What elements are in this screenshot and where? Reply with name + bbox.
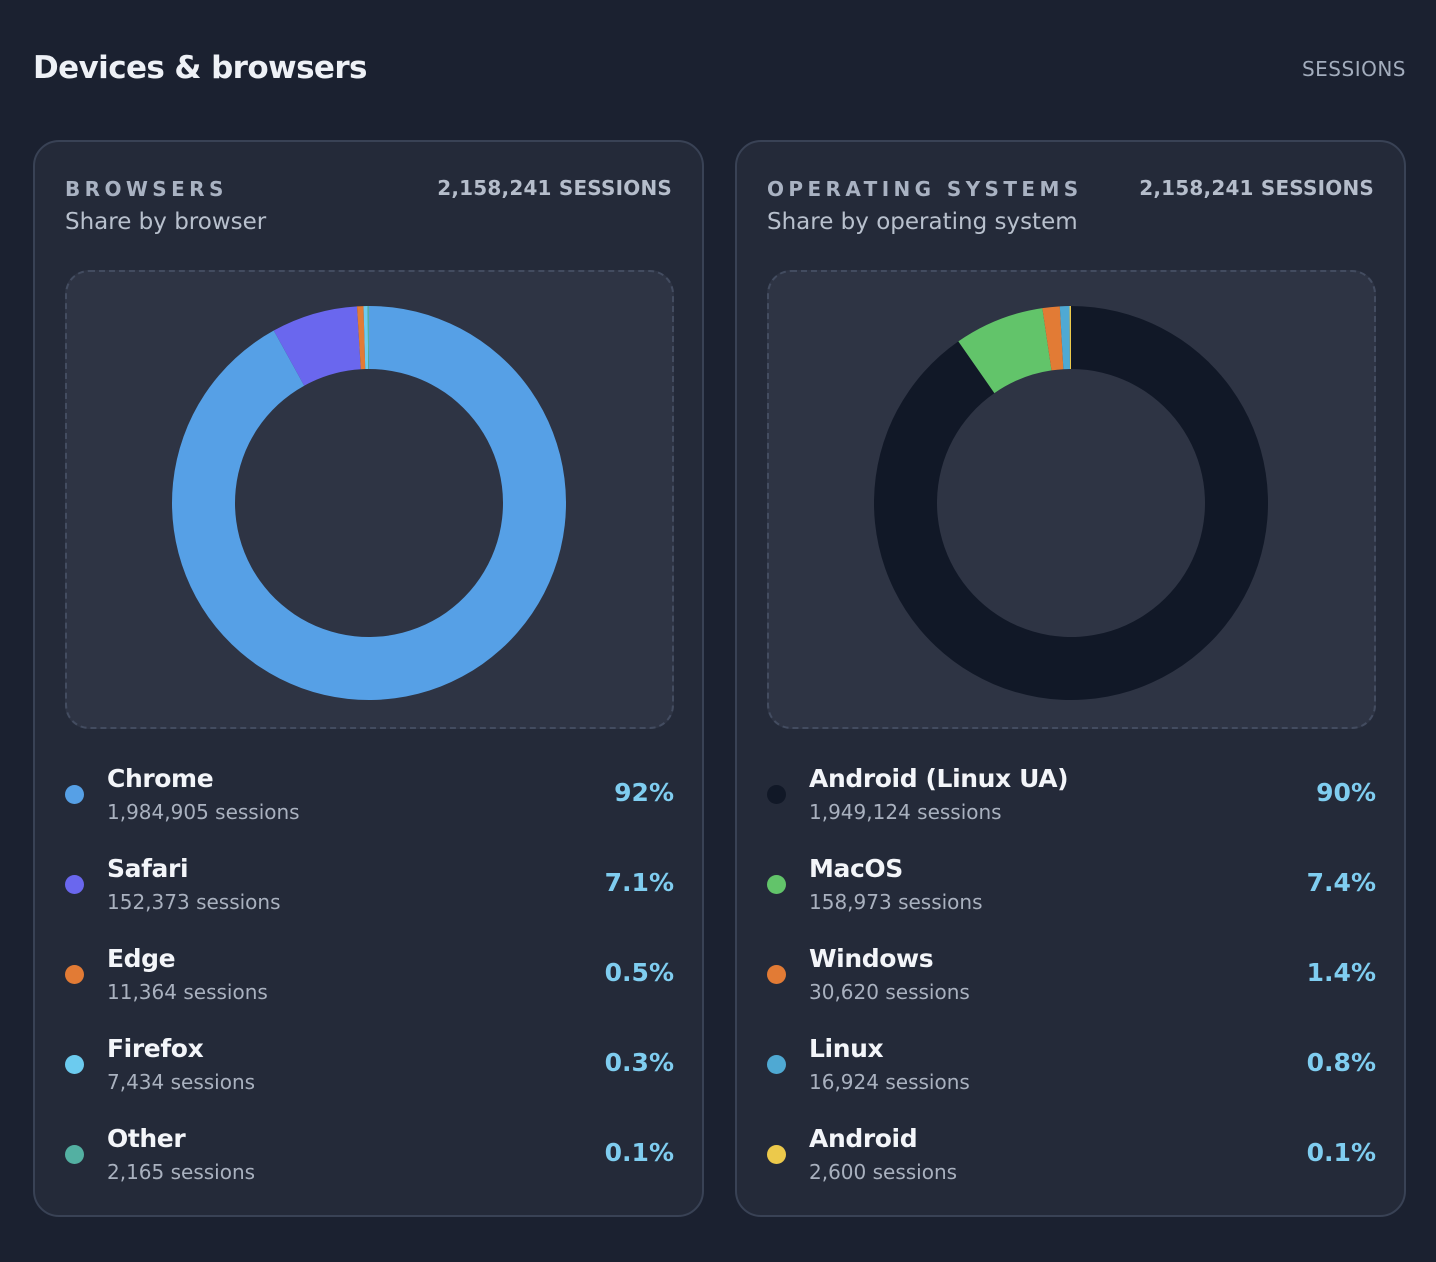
legend-percent: 0.1% xyxy=(1306,1138,1376,1167)
legend-item[interactable]: Chrome 1,984,905 sessions 92% xyxy=(65,762,674,852)
legend-sessions: 30,620 sessions xyxy=(809,980,970,1004)
legend-name: Chrome xyxy=(107,764,214,793)
legend-item[interactable]: Android 2,600 sessions 0.1% xyxy=(767,1122,1376,1212)
legend-item[interactable]: Linux 16,924 sessions 0.8% xyxy=(767,1032,1376,1122)
legend-name: Firefox xyxy=(107,1034,204,1063)
panel-label: OPERATING SYSTEMS xyxy=(767,177,1083,201)
legend-sessions: 2,600 sessions xyxy=(809,1160,958,1184)
browsers-chart-box xyxy=(65,270,674,729)
legend-sessions: 2,165 sessions xyxy=(107,1160,256,1184)
donut-slice-safari[interactable] xyxy=(273,306,361,386)
metric-label: SESSIONS xyxy=(1301,57,1406,81)
legend-sessions: 16,924 sessions xyxy=(809,1070,970,1094)
legend-dot xyxy=(65,785,84,804)
legend-dot xyxy=(767,785,786,804)
legend-dot xyxy=(767,875,786,894)
legend-percent: 0.8% xyxy=(1306,1048,1376,1077)
legend-sessions: 1,949,124 sessions xyxy=(809,800,1002,824)
panel-subtitle: Share by browser xyxy=(65,209,267,235)
legend-percent: 1.4% xyxy=(1306,958,1376,987)
legend-sessions: 11,364 sessions xyxy=(107,980,268,1004)
donut-slice-android-linux-ua[interactable] xyxy=(874,306,1268,700)
legend-item[interactable]: Edge 11,364 sessions 0.5% xyxy=(65,942,674,1032)
legend-name: Safari xyxy=(107,854,189,883)
legend-dot xyxy=(65,875,84,894)
legend-sessions: 7,434 sessions xyxy=(107,1070,256,1094)
legend-dot xyxy=(65,965,84,984)
legend-sessions: 1,984,905 sessions xyxy=(107,800,300,824)
browsers-panel: BROWSERS 2,158,241 SESSIONS Share by bro… xyxy=(33,140,704,1217)
legend-dot xyxy=(767,1145,786,1164)
page-title: Devices & browsers xyxy=(33,50,368,86)
legend-sessions: 152,373 sessions xyxy=(107,890,281,914)
legend-name: Linux xyxy=(809,1034,884,1063)
os-chart-box xyxy=(767,270,1376,729)
legend-name: Android (Linux UA) xyxy=(809,764,1069,793)
donut-slice-other[interactable] xyxy=(367,306,369,370)
browsers-legend: Chrome 1,984,905 sessions 92% Safari 152… xyxy=(65,762,674,1212)
legend-percent: 92% xyxy=(614,778,674,807)
legend-name: Edge xyxy=(107,944,176,973)
donut-slice-edge[interactable] xyxy=(356,306,366,370)
donut-slice-linux[interactable] xyxy=(1059,306,1070,370)
legend-dot xyxy=(65,1145,84,1164)
donut-slice-macos[interactable] xyxy=(958,308,1052,394)
os-donut-chart xyxy=(874,306,1268,700)
legend-percent: 7.4% xyxy=(1306,868,1376,897)
legend-name: Other xyxy=(107,1124,186,1153)
donut-slice-chrome[interactable] xyxy=(171,306,566,700)
os-legend: Android (Linux UA) 1,949,124 sessions 90… xyxy=(767,762,1376,1212)
legend-name: Android xyxy=(809,1124,918,1153)
legend-percent: 0.3% xyxy=(604,1048,674,1077)
legend-name: MacOS xyxy=(809,854,903,883)
panel-total: 2,158,241 SESSIONS xyxy=(1139,176,1374,200)
legend-item[interactable]: Android (Linux UA) 1,949,124 sessions 90… xyxy=(767,762,1376,852)
donut-slice-windows[interactable] xyxy=(1042,306,1064,371)
legend-percent: 7.1% xyxy=(604,868,674,897)
legend-dot xyxy=(767,1055,786,1074)
legend-item[interactable]: Other 2,165 sessions 0.1% xyxy=(65,1122,674,1212)
legend-item[interactable]: Safari 152,373 sessions 7.1% xyxy=(65,852,674,942)
legend-percent: 0.5% xyxy=(604,958,674,987)
legend-item[interactable]: MacOS 158,973 sessions 7.4% xyxy=(767,852,1376,942)
legend-name: Windows xyxy=(809,944,934,973)
legend-item[interactable]: Firefox 7,434 sessions 0.3% xyxy=(65,1032,674,1122)
panel-total: 2,158,241 SESSIONS xyxy=(437,176,672,200)
donut-slice-firefox[interactable] xyxy=(363,306,369,370)
panel-subtitle: Share by operating system xyxy=(767,209,1078,235)
donut-slice-android[interactable] xyxy=(1069,306,1071,370)
legend-sessions: 158,973 sessions xyxy=(809,890,983,914)
legend-dot xyxy=(767,965,786,984)
browsers-donut-chart xyxy=(171,306,566,700)
panel-label: BROWSERS xyxy=(65,177,228,201)
legend-dot xyxy=(65,1055,84,1074)
legend-percent: 0.1% xyxy=(604,1138,674,1167)
legend-percent: 90% xyxy=(1316,778,1376,807)
operating-systems-panel: OPERATING SYSTEMS 2,158,241 SESSIONS Sha… xyxy=(735,140,1406,1217)
legend-item[interactable]: Windows 30,620 sessions 1.4% xyxy=(767,942,1376,1032)
